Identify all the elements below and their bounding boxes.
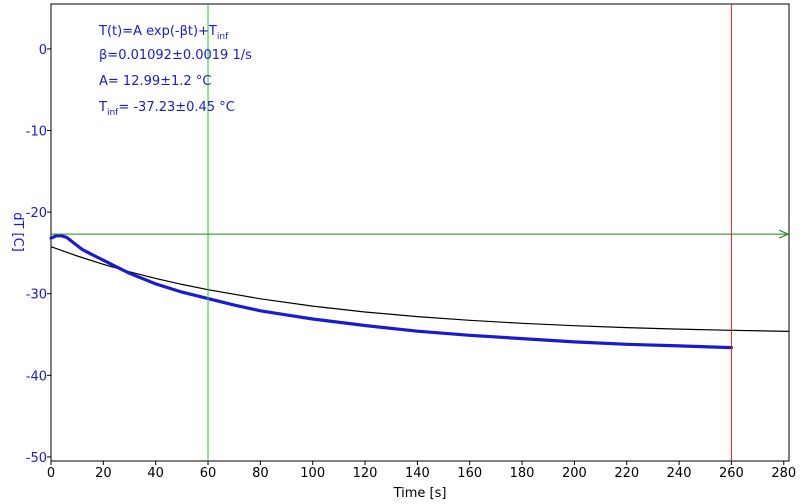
annotation-amplitude: A= 12.99±1.2 °C <box>99 74 211 89</box>
y-axis-title: dT [C] <box>10 212 25 252</box>
y-tick-label: -30 <box>26 288 47 303</box>
x-tick-label: 120 <box>353 466 378 481</box>
x-tick-label: 60 <box>200 466 217 481</box>
x-tick-label: 100 <box>300 466 325 481</box>
y-tick-label: 0 <box>39 43 47 58</box>
x-tick-label: 280 <box>771 466 796 481</box>
measured-data-line <box>49 234 734 350</box>
x-tick-label: 160 <box>457 466 482 481</box>
plot-frame <box>50 3 790 462</box>
series-group <box>49 234 790 350</box>
y-tick-label: -10 <box>26 124 47 139</box>
marker-lines <box>51 4 790 461</box>
x-tick-label: 240 <box>667 466 692 481</box>
marker-arrow-icon <box>778 229 790 239</box>
annotation-tinf-main: T <box>98 100 107 115</box>
y-tick-label: -20 <box>26 206 47 221</box>
x-tick-label: 260 <box>719 466 744 481</box>
y-axis: 0 -10 -20 -30 -40 -50 <box>26 43 51 466</box>
x-tick-label: 200 <box>562 466 587 481</box>
x-axis: 0 20 40 60 80 100 120 140 160 180 200 220 240 260 280 <box>47 461 796 481</box>
x-tick-label: 80 <box>252 466 269 481</box>
y-tick-label: -50 <box>26 451 47 466</box>
y-tick-label: -40 <box>26 369 47 384</box>
annotation-model-sub: inf <box>217 32 229 42</box>
annotation-tinf-sub: inf <box>107 108 119 118</box>
x-tick-label: 40 <box>147 466 164 481</box>
annotation-model: T(t)=A exp(-βt)+Tinf <box>98 24 229 42</box>
x-tick-label: 0 <box>47 466 55 481</box>
annotation-tinf: Tinf= -37.23±0.45 °C <box>98 100 235 118</box>
x-axis-title: Time [s] <box>393 486 447 501</box>
x-tick-label: 220 <box>614 466 639 481</box>
annotation-tinf-rest: = -37.23±0.45 °C <box>118 100 234 115</box>
annotation-model-main: T(t)=A exp(-βt)+T <box>98 24 217 39</box>
fit-annotations: T(t)=A exp(-βt)+Tinf β=0.01092±0.0019 1/… <box>98 24 252 118</box>
annotation-beta: β=0.01092±0.0019 1/s <box>99 48 252 63</box>
x-tick-label: 140 <box>405 466 430 481</box>
x-tick-label: 180 <box>510 466 535 481</box>
x-tick-label: 20 <box>95 466 112 481</box>
